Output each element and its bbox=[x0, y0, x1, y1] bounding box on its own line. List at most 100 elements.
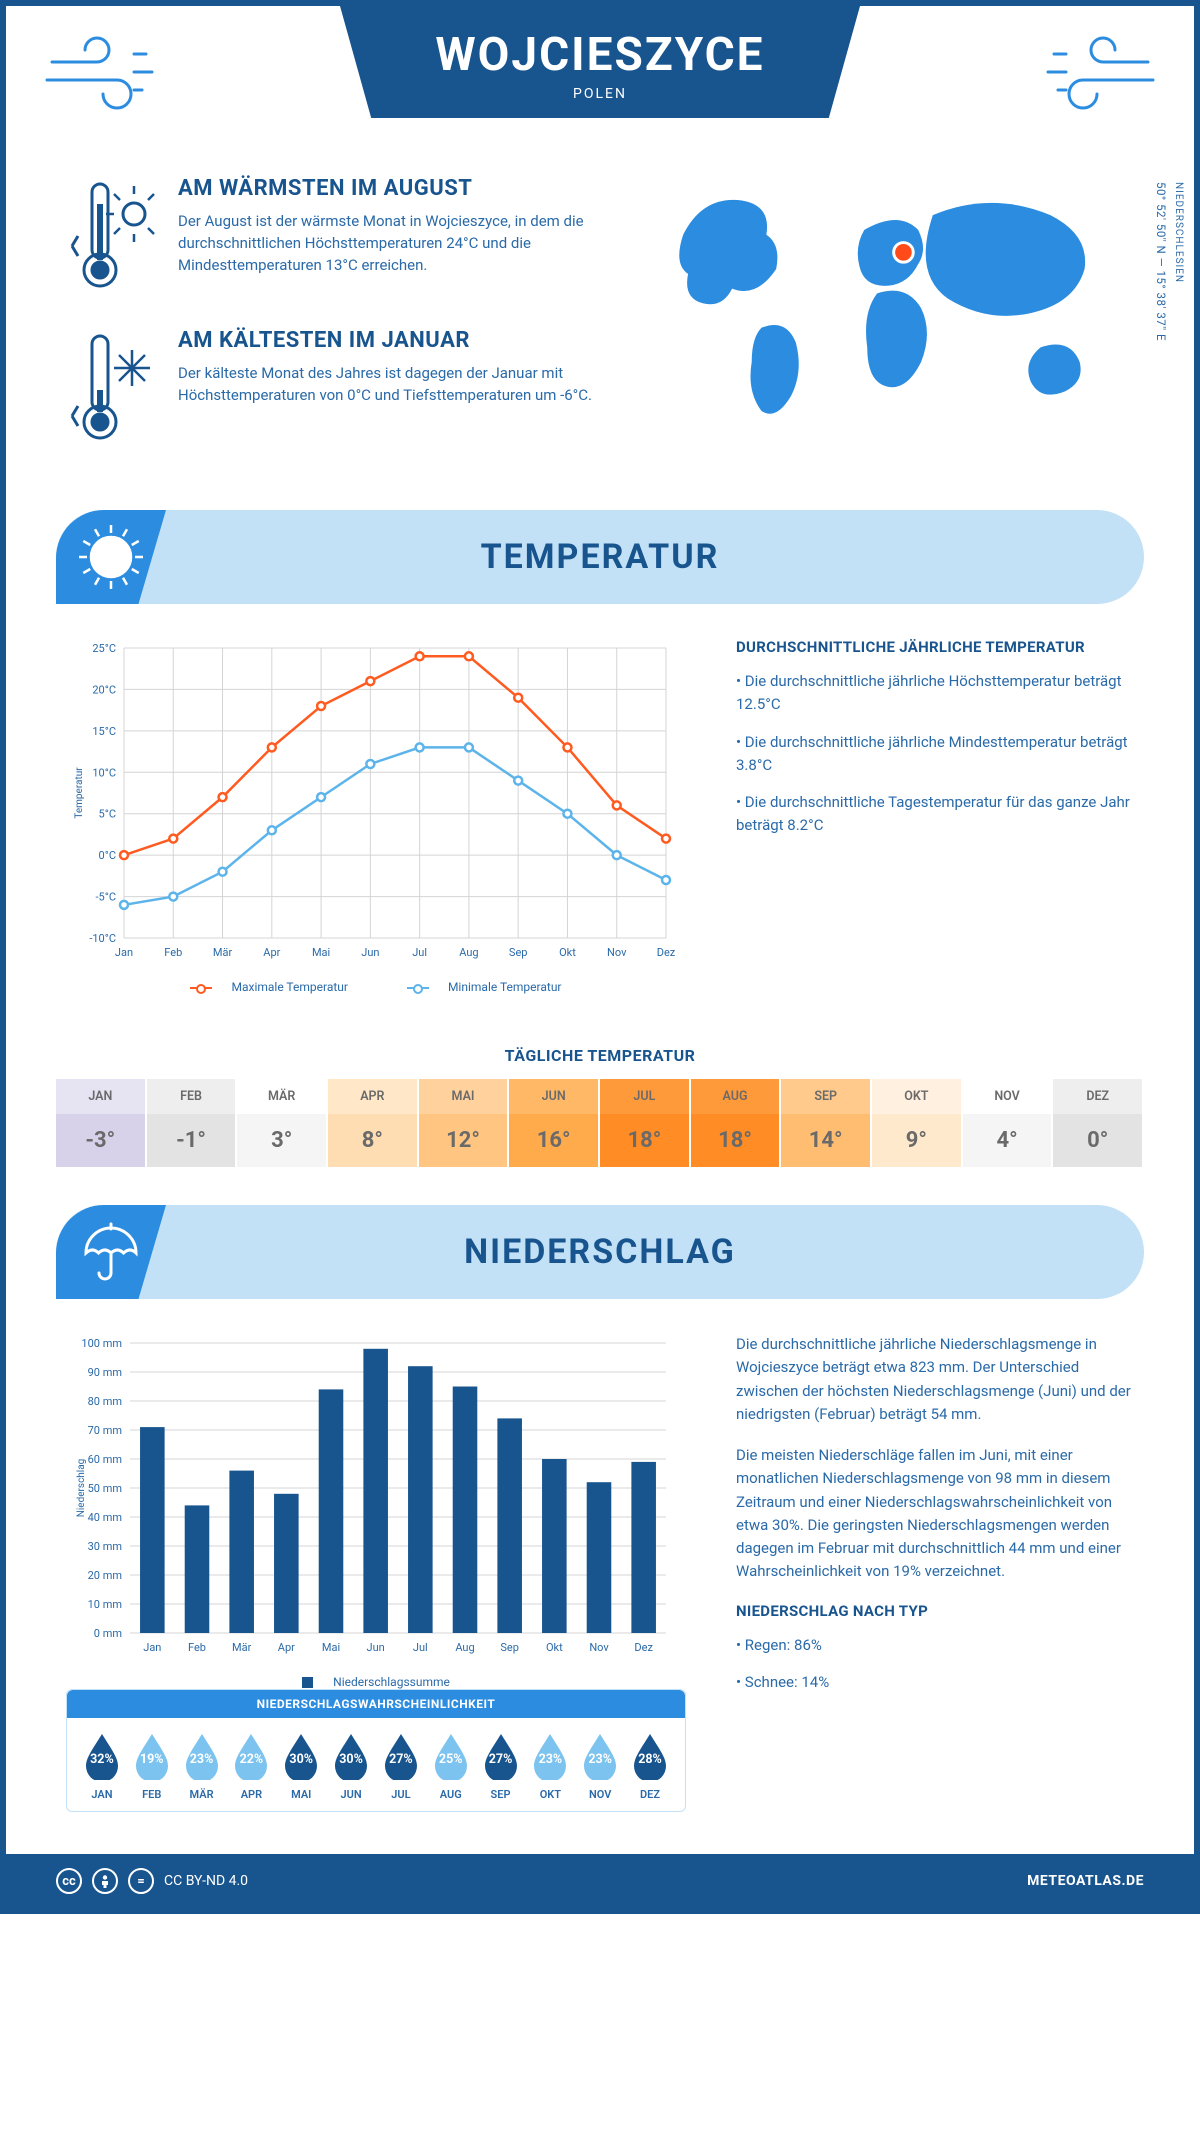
daily-temp-cell: APR8° bbox=[328, 1079, 419, 1167]
svg-text:Mär: Mär bbox=[232, 1641, 252, 1654]
probability-cell: 27%SEP bbox=[476, 1730, 526, 1801]
probability-cell: 23%MÄR bbox=[177, 1730, 227, 1801]
precip-type-bullet: Schnee: 14% bbox=[736, 1671, 1134, 1694]
precipitation-title: NIEDERSCHLAG bbox=[464, 1232, 736, 1272]
region-label: NIEDERSCHLESIEN bbox=[1173, 182, 1184, 283]
probability-cell: 28%DEZ bbox=[625, 1730, 675, 1801]
precip-type-bullet: Regen: 86% bbox=[736, 1634, 1134, 1657]
daily-temp-title: TÄGLICHE TEMPERATUR bbox=[6, 1046, 1194, 1065]
daily-temp-cell: JUL18° bbox=[600, 1079, 691, 1167]
probability-cell: 27%JUL bbox=[376, 1730, 426, 1801]
svg-text:Niederschlag: Niederschlag bbox=[76, 1459, 87, 1518]
svg-text:90 mm: 90 mm bbox=[88, 1366, 122, 1379]
daily-temp-cell: OKT9° bbox=[872, 1079, 963, 1167]
svg-text:30 mm: 30 mm bbox=[88, 1540, 122, 1553]
probability-cell: 22%APR bbox=[226, 1730, 276, 1801]
svg-text:0 mm: 0 mm bbox=[94, 1627, 122, 1640]
probability-cell: 30%MAI bbox=[276, 1730, 326, 1801]
svg-text:Sep: Sep bbox=[500, 1641, 519, 1654]
svg-text:Mai: Mai bbox=[312, 946, 330, 959]
svg-text:20°C: 20°C bbox=[92, 683, 116, 696]
svg-text:5°C: 5°C bbox=[99, 808, 116, 821]
daily-temperature-table: JAN-3°FEB-1°MÄR3°APR8°MAI12°JUN16°JUL18°… bbox=[56, 1079, 1144, 1167]
svg-text:60 mm: 60 mm bbox=[88, 1453, 122, 1466]
coordinates: 50° 52' 50'' N — 15° 38' 37'' E bbox=[1154, 182, 1168, 341]
svg-text:Apr: Apr bbox=[278, 1641, 295, 1654]
warmest-text: Der August ist der wärmste Monat in Wojc… bbox=[178, 211, 604, 276]
title-banner: WOJCIESZYCE POLEN bbox=[340, 6, 860, 118]
daily-temp-cell: JUN16° bbox=[509, 1079, 600, 1167]
svg-text:-10°C: -10°C bbox=[89, 932, 116, 945]
license-text: CC BY-ND 4.0 bbox=[164, 1873, 248, 1889]
svg-text:50 mm: 50 mm bbox=[88, 1482, 122, 1495]
location-marker-icon bbox=[894, 243, 914, 263]
umbrella-icon bbox=[56, 1205, 166, 1299]
probability-title: NIEDERSCHLAGSWAHRSCHEINLICHKEIT bbox=[67, 1690, 685, 1718]
svg-text:Jul: Jul bbox=[413, 1641, 428, 1654]
svg-text:Jan: Jan bbox=[143, 1641, 161, 1654]
svg-text:10°C: 10°C bbox=[92, 766, 116, 779]
country-name: POLEN bbox=[340, 86, 860, 102]
svg-text:25°C: 25°C bbox=[92, 642, 116, 655]
probability-cell: 19%FEB bbox=[127, 1730, 177, 1801]
precipitation-probability-box: NIEDERSCHLAGSWAHRSCHEINLICHKEIT 32%JAN19… bbox=[66, 1689, 686, 1812]
probability-cell: 23%NOV bbox=[575, 1730, 625, 1801]
svg-text:Nov: Nov bbox=[589, 1641, 609, 1654]
svg-text:Dez: Dez bbox=[657, 946, 676, 959]
wind-icon bbox=[1028, 32, 1158, 126]
brand-name: METEOATLAS.DE bbox=[1027, 1873, 1144, 1889]
svg-text:Nov: Nov bbox=[607, 946, 627, 959]
probability-cell: 30%JUN bbox=[326, 1730, 376, 1801]
svg-text:Jul: Jul bbox=[412, 946, 427, 959]
svg-text:Temperatur: Temperatur bbox=[74, 767, 85, 819]
svg-text:Jun: Jun bbox=[367, 1641, 385, 1654]
svg-text:100 mm: 100 mm bbox=[81, 1337, 122, 1350]
daily-temp-cell: MAI12° bbox=[419, 1079, 510, 1167]
precipitation-legend: Niederschlagssumme bbox=[66, 1675, 686, 1689]
svg-text:Feb: Feb bbox=[164, 946, 182, 959]
cc-by-icon bbox=[92, 1868, 118, 1894]
temperature-summary-title: DURCHSCHNITTLICHE JÄHRLICHE TEMPERATUR bbox=[736, 638, 1134, 656]
page-footer: cc = CC BY-ND 4.0 METEOATLAS.DE bbox=[6, 1854, 1194, 1908]
svg-text:40 mm: 40 mm bbox=[88, 1511, 122, 1524]
coldest-block: AM KÄLTESTEN IM JANUAR Der kälteste Mona… bbox=[66, 328, 604, 452]
temperature-line-chart: -10°C-5°C0°C5°C10°C15°C20°C25°CJanFebMär… bbox=[66, 638, 686, 994]
svg-text:Mär: Mär bbox=[213, 946, 233, 959]
daily-temp-cell: NOV4° bbox=[963, 1079, 1054, 1167]
svg-text:Okt: Okt bbox=[559, 946, 576, 959]
svg-text:70 mm: 70 mm bbox=[88, 1424, 122, 1437]
daily-temp-cell: SEP14° bbox=[781, 1079, 872, 1167]
wind-icon bbox=[42, 32, 172, 126]
probability-cell: 32%JAN bbox=[77, 1730, 127, 1801]
precipitation-para-2: Die meisten Niederschläge fallen im Juni… bbox=[736, 1444, 1134, 1584]
city-name: WOJCIESZYCE bbox=[340, 28, 860, 82]
probability-cell: 23%OKT bbox=[525, 1730, 575, 1801]
temperature-bullet: Die durchschnittliche jährliche Mindestt… bbox=[736, 731, 1134, 778]
cc-icon: cc bbox=[56, 1868, 82, 1894]
daily-temp-cell: MÄR3° bbox=[237, 1079, 328, 1167]
svg-text:Jun: Jun bbox=[361, 946, 379, 959]
svg-text:Aug: Aug bbox=[459, 946, 478, 959]
svg-text:0°C: 0°C bbox=[99, 849, 116, 862]
probability-cell: 25%AUG bbox=[426, 1730, 476, 1801]
svg-text:Feb: Feb bbox=[188, 1641, 206, 1654]
thermometer-hot-icon bbox=[66, 176, 156, 300]
precipitation-summary: Die durchschnittliche jährliche Niedersc… bbox=[736, 1333, 1134, 1824]
svg-text:15°C: 15°C bbox=[92, 725, 116, 738]
svg-text:80 mm: 80 mm bbox=[88, 1395, 122, 1408]
coldest-text: Der kälteste Monat des Jahres ist dagege… bbox=[178, 363, 604, 407]
daily-temp-cell: DEZ0° bbox=[1053, 1079, 1144, 1167]
svg-text:20 mm: 20 mm bbox=[88, 1569, 122, 1582]
temperature-bullet: Die durchschnittliche jährliche Höchstte… bbox=[736, 670, 1134, 717]
daily-temp-cell: AUG18° bbox=[691, 1079, 782, 1167]
intro-section: AM WÄRMSTEN IM AUGUST Der August ist der… bbox=[6, 176, 1194, 510]
svg-text:Dez: Dez bbox=[634, 1641, 653, 1654]
precipitation-para-1: Die durchschnittliche jährliche Niedersc… bbox=[736, 1333, 1134, 1426]
svg-text:10 mm: 10 mm bbox=[88, 1598, 122, 1611]
daily-temp-cell: JAN-3° bbox=[56, 1079, 147, 1167]
svg-text:Mai: Mai bbox=[322, 1641, 340, 1654]
svg-text:Okt: Okt bbox=[546, 1641, 563, 1654]
temperature-summary: DURCHSCHNITTLICHE JÄHRLICHE TEMPERATUR D… bbox=[736, 638, 1134, 994]
page-header: WOJCIESZYCE POLEN bbox=[6, 6, 1194, 176]
warmest-title: AM WÄRMSTEN IM AUGUST bbox=[178, 176, 604, 201]
